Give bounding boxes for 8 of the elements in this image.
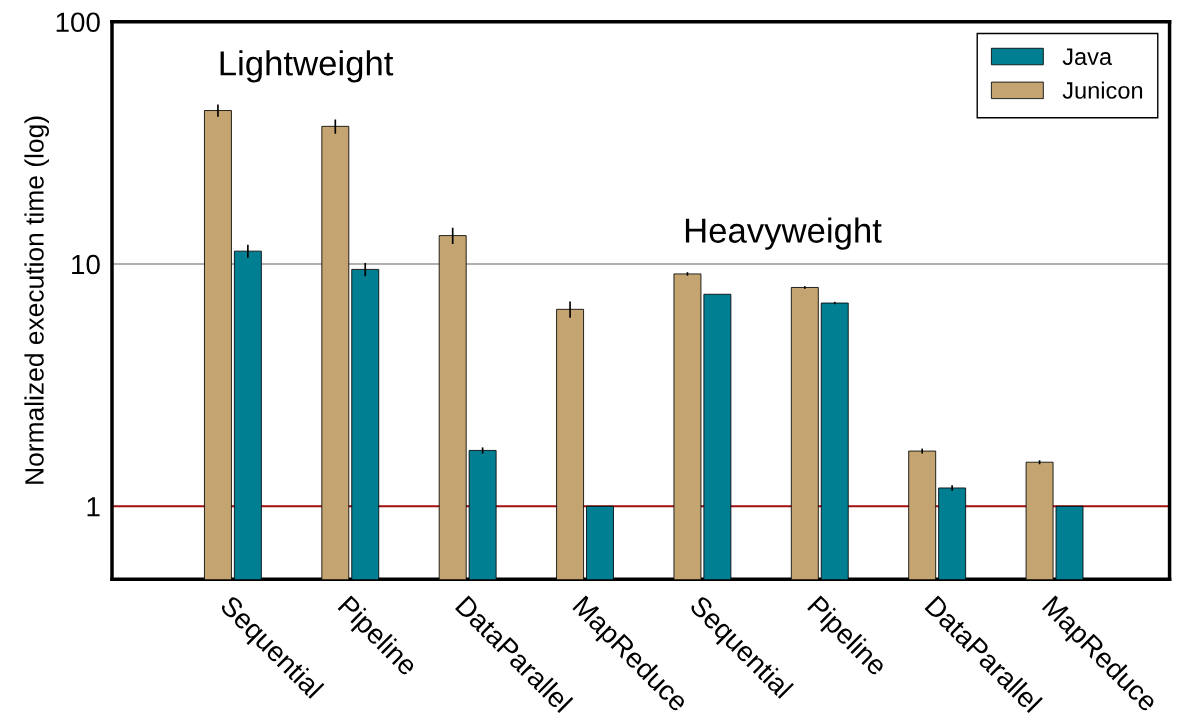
annotation: Lightweight: [220, 50, 394, 83]
y-tick-label: 10: [72, 254, 100, 275]
annotation: Heavyweight: [685, 217, 882, 250]
legend-label: Java: [1062, 48, 1113, 66]
y-axis-title: Normalized execution time (log): [24, 116, 49, 484]
y-tick-label: 100: [56, 12, 100, 33]
legend-label: Junicon: [1062, 81, 1143, 99]
y-tick-label: 1: [87, 497, 100, 517]
